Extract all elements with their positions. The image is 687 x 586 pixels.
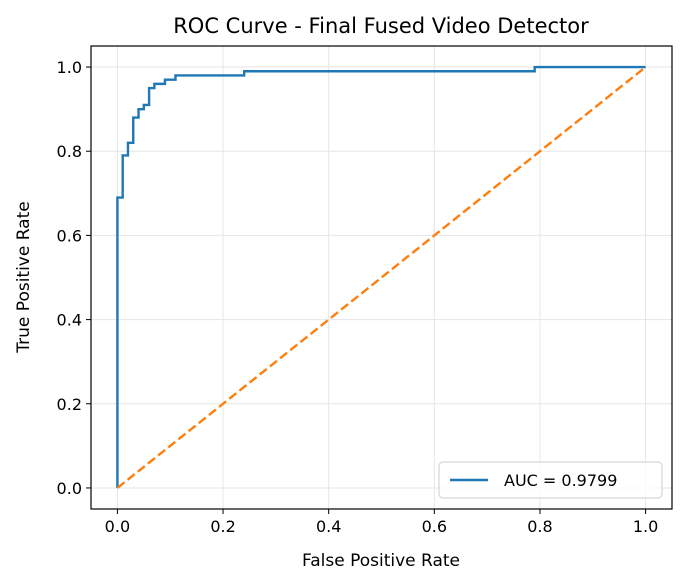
y-tick-label-0: 0.0 (57, 479, 82, 498)
legend: AUC = 0.9799 (438, 461, 663, 499)
legend-label: AUC = 0.9799 (504, 471, 617, 490)
tick-layer: 0.0 0.2 0.4 0.6 0.8 1.0 0.0 0.2 0.4 0.6 0.8 1.0 (57, 58, 659, 536)
x-tick-label-5: 1.0 (633, 517, 658, 536)
roc-curve-line (116, 65, 646, 488)
x-tick-label-1: 0.2 (210, 517, 235, 536)
legend-box (438, 461, 663, 499)
chart-title: ROC Curve - Final Fused Video Detector (173, 14, 589, 38)
chance-diagonal-line (116, 66, 647, 489)
y-axis-label: True Positive Rate (14, 201, 34, 353)
y-tick-label-4: 0.8 (57, 142, 82, 161)
plot-frame (90, 45, 673, 510)
x-axis-label: False Positive Rate (302, 551, 460, 571)
x-tick-label-4: 0.8 (527, 517, 552, 536)
y-tick-label-3: 0.6 (57, 226, 82, 245)
y-tick-label-5: 1.0 (57, 58, 82, 77)
x-tick-label-3: 0.6 (422, 517, 447, 536)
y-tick-label-2: 0.4 (57, 311, 82, 330)
y-tick-label-1: 0.2 (57, 395, 82, 414)
x-tick-label-2: 0.4 (316, 517, 341, 536)
grid-lines (91, 46, 672, 509)
series-layer (116, 65, 647, 489)
x-tick-label-0: 0.0 (105, 517, 130, 536)
